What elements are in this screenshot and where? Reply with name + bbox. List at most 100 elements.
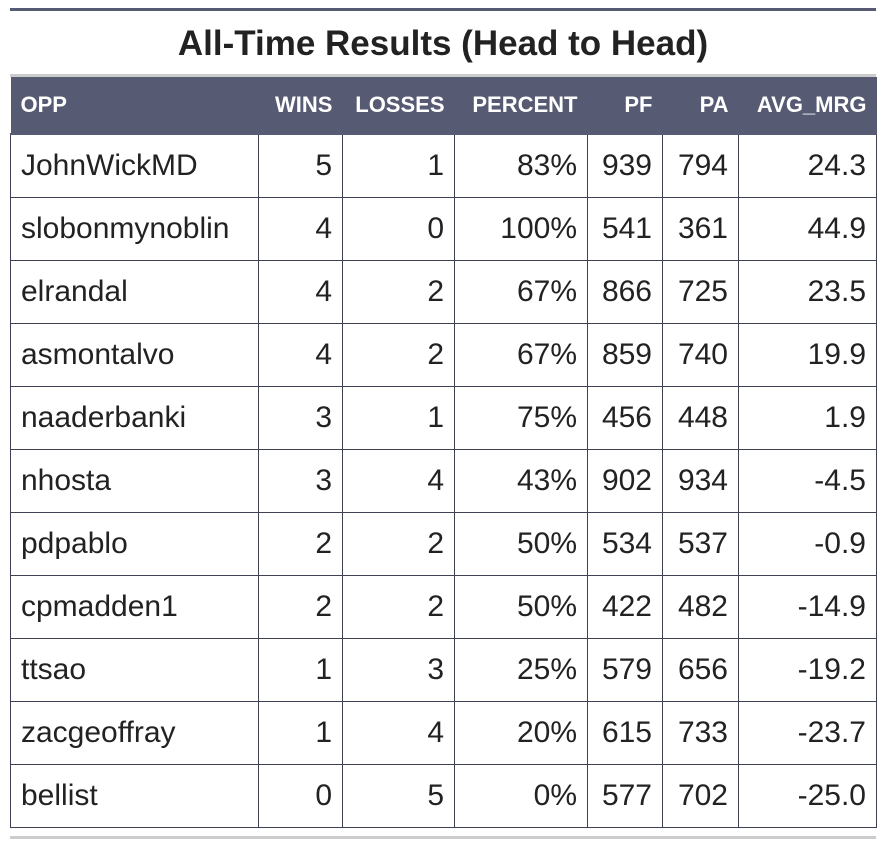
cell-percent: 100%	[454, 197, 588, 261]
cell-pa: 361	[662, 197, 739, 261]
cell-wins: 1	[258, 701, 343, 765]
cell-opp: slobonmynoblin	[10, 197, 259, 261]
cell-wins: 3	[258, 386, 343, 450]
header-pa: PA	[662, 77, 739, 135]
cell-losses: 4	[342, 449, 455, 513]
cell-losses: 0	[342, 197, 455, 261]
cell-percent: 20%	[454, 701, 588, 765]
cell-losses: 1	[342, 133, 455, 198]
table-row: zacgeoffray 1 4 20% 615 733 -23.7	[10, 701, 877, 765]
cell-opp: pdpablo	[10, 512, 259, 576]
cell-pf: 866	[587, 260, 663, 324]
cell-opp: zacgeoffray	[10, 701, 259, 765]
header-pf: PF	[587, 77, 663, 135]
cell-pa: 482	[662, 575, 739, 639]
cell-wins: 4	[258, 323, 343, 387]
table-title: All-Time Results (Head to Head)	[177, 24, 709, 63]
cell-pf: 615	[587, 701, 663, 765]
table-row: pdpablo 2 2 50% 534 537 -0.9	[10, 512, 877, 576]
cell-percent: 67%	[454, 260, 588, 324]
table-row: cpmadden1 2 2 50% 422 482 -14.9	[10, 575, 877, 639]
cell-pa: 794	[662, 133, 739, 198]
cell-avg-mrg: -23.7	[738, 701, 877, 765]
cell-pa: 725	[662, 260, 739, 324]
cell-pf: 456	[587, 386, 663, 450]
cell-losses: 1	[342, 386, 455, 450]
cell-losses: 3	[342, 638, 455, 702]
cell-avg-mrg: 1.9	[738, 386, 877, 450]
cell-pa: 702	[662, 764, 739, 828]
cell-percent: 50%	[454, 512, 588, 576]
cell-pa: 733	[662, 701, 739, 765]
cell-losses: 2	[342, 260, 455, 324]
header-wins: WINS	[258, 77, 343, 135]
table-row: slobonmynoblin 4 0 100% 541 361 44.9	[10, 197, 877, 261]
cell-pa: 656	[662, 638, 739, 702]
cell-wins: 5	[258, 133, 343, 198]
cell-opp: naaderbanki	[10, 386, 259, 450]
cell-pf: 579	[587, 638, 663, 702]
cell-avg-mrg: -0.9	[738, 512, 877, 576]
cell-opp: nhosta	[10, 449, 259, 513]
cell-wins: 4	[258, 197, 343, 261]
cell-pa: 740	[662, 323, 739, 387]
title-rule	[10, 74, 876, 77]
cell-pf: 534	[587, 512, 663, 576]
header-percent: PERCENT	[454, 77, 588, 135]
cell-opp: elrandal	[10, 260, 259, 324]
cell-pf: 422	[587, 575, 663, 639]
table-row: bellist 0 5 0% 577 702 -25.0	[10, 764, 877, 828]
cell-avg-mrg: 19.9	[738, 323, 877, 387]
cell-losses: 2	[342, 323, 455, 387]
cell-wins: 2	[258, 575, 343, 639]
table-row: nhosta 3 4 43% 902 934 -4.5	[10, 449, 877, 513]
cell-pf: 902	[587, 449, 663, 513]
cell-avg-mrg: 23.5	[738, 260, 877, 324]
cell-pf: 859	[587, 323, 663, 387]
top-rule	[10, 8, 876, 11]
header-avg-mrg: AVG_MRG	[738, 77, 877, 135]
cell-percent: 43%	[454, 449, 588, 513]
cell-pa: 537	[662, 512, 739, 576]
cell-pa: 934	[662, 449, 739, 513]
cell-wins: 4	[258, 260, 343, 324]
cell-percent: 25%	[454, 638, 588, 702]
cell-avg-mrg: -19.2	[738, 638, 877, 702]
cell-avg-mrg: 24.3	[738, 133, 877, 198]
cell-pf: 577	[587, 764, 663, 828]
cell-wins: 2	[258, 512, 343, 576]
cell-pf: 541	[587, 197, 663, 261]
cell-wins: 0	[258, 764, 343, 828]
header-opp: OPP	[10, 77, 259, 135]
cell-wins: 3	[258, 449, 343, 513]
table-row: naaderbanki 3 1 75% 456 448 1.9	[10, 386, 877, 450]
cell-percent: 67%	[454, 323, 588, 387]
cell-avg-mrg: 44.9	[738, 197, 877, 261]
head-to-head-table: OPP WINS LOSSES PERCENT PF PA AVG_MRG Jo…	[10, 77, 877, 828]
cell-opp: ttsao	[10, 638, 259, 702]
cell-losses: 2	[342, 512, 455, 576]
cell-losses: 5	[342, 764, 455, 828]
table-row: asmontalvo 4 2 67% 859 740 19.9	[10, 323, 877, 387]
cell-pf: 939	[587, 133, 663, 198]
cell-percent: 75%	[454, 386, 588, 450]
table-row: ttsao 1 3 25% 579 656 -19.2	[10, 638, 877, 702]
cell-losses: 4	[342, 701, 455, 765]
cell-opp: JohnWickMD	[10, 133, 259, 198]
cell-avg-mrg: -25.0	[738, 764, 877, 828]
cell-opp: bellist	[10, 764, 259, 828]
cell-wins: 1	[258, 638, 343, 702]
table-body: JohnWickMD 5 1 83% 939 794 24.3 slobonmynoblin 4…	[10, 133, 877, 828]
cell-percent: 83%	[454, 133, 588, 198]
header-row: OPP WINS LOSSES PERCENT PF PA AVG_MRG	[10, 77, 877, 135]
cell-percent: 50%	[454, 575, 588, 639]
cell-percent: 0%	[454, 764, 588, 828]
cell-losses: 2	[342, 575, 455, 639]
cell-pa: 448	[662, 386, 739, 450]
cell-opp: asmontalvo	[10, 323, 259, 387]
header-losses: LOSSES	[342, 77, 455, 135]
cell-avg-mrg: -14.9	[738, 575, 877, 639]
table-row: elrandal 4 2 67% 866 725 23.5	[10, 260, 877, 324]
cell-avg-mrg: -4.5	[738, 449, 877, 513]
